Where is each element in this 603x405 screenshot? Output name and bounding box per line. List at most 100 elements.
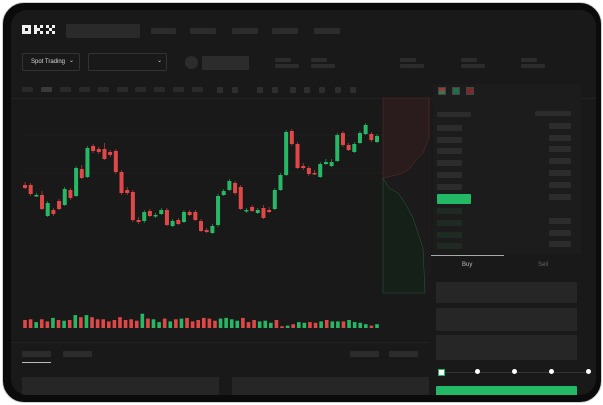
slider-stop[interactable] bbox=[512, 369, 517, 374]
candle bbox=[74, 168, 79, 196]
volume-bar bbox=[39, 319, 44, 328]
interval-button[interactable] bbox=[173, 87, 184, 92]
drawing-tool-icon[interactable] bbox=[350, 87, 356, 93]
interval-button[interactable] bbox=[117, 87, 128, 92]
tab-order-history[interactable] bbox=[63, 351, 92, 357]
amount-slider[interactable] bbox=[438, 369, 591, 377]
buy-button[interactable] bbox=[436, 386, 577, 395]
slider-stop[interactable] bbox=[549, 369, 554, 374]
stat-label bbox=[275, 58, 291, 62]
nav-item[interactable] bbox=[272, 28, 298, 34]
volume-bar bbox=[364, 324, 368, 328]
search-bar[interactable] bbox=[66, 24, 140, 38]
book-row-price[interactable] bbox=[437, 184, 462, 190]
book-row-price[interactable] bbox=[437, 160, 462, 166]
amount-input[interactable] bbox=[436, 308, 577, 331]
book-row-price[interactable] bbox=[437, 243, 462, 249]
total-input[interactable] bbox=[436, 335, 577, 360]
drawing-tool-icon[interactable] bbox=[290, 87, 296, 93]
volume-bar bbox=[257, 321, 262, 328]
volume-bar bbox=[319, 321, 323, 328]
interval-button[interactable] bbox=[79, 87, 90, 92]
drawing-tool-icon[interactable] bbox=[319, 87, 325, 93]
tab-open-orders[interactable] bbox=[22, 351, 51, 357]
interval-button[interactable] bbox=[192, 87, 203, 92]
price-input[interactable] bbox=[436, 282, 577, 303]
interval-button[interactable] bbox=[60, 87, 71, 92]
book-row-amount bbox=[549, 218, 571, 224]
book-row-amount bbox=[549, 158, 571, 164]
book-row-price[interactable] bbox=[437, 232, 462, 238]
drawing-tool-icon[interactable] bbox=[232, 87, 238, 93]
nav-item[interactable] bbox=[232, 28, 258, 34]
book-view-asks-icon[interactable] bbox=[466, 87, 474, 95]
volume-bar bbox=[235, 320, 240, 328]
candle bbox=[79, 169, 84, 178]
drawing-tool-icon[interactable] bbox=[217, 87, 223, 93]
volume-bar bbox=[341, 321, 346, 328]
candle bbox=[147, 211, 152, 216]
volume-bar bbox=[168, 321, 173, 328]
volume-bar bbox=[157, 322, 161, 328]
book-row-amount bbox=[549, 230, 571, 236]
volume-bar bbox=[140, 313, 145, 328]
candle bbox=[346, 145, 351, 150]
interval-button[interactable] bbox=[98, 87, 109, 92]
okx-logo-mark bbox=[22, 25, 55, 34]
slider-stop[interactable] bbox=[438, 369, 445, 376]
book-row-price[interactable] bbox=[437, 125, 462, 131]
candle bbox=[375, 136, 379, 142]
volume-bar bbox=[45, 321, 50, 328]
last-price-badge bbox=[437, 194, 471, 204]
candlestick-chart[interactable] bbox=[11, 10, 596, 395]
trading-screen: Spot Trading ⌄ ⌄ Buy Sell bbox=[11, 10, 596, 395]
market-selector[interactable]: Spot Trading ⌄ bbox=[22, 53, 80, 71]
interval-button[interactable] bbox=[22, 87, 33, 92]
drawing-tool-icon[interactable] bbox=[257, 87, 263, 93]
active-tab-underline bbox=[22, 362, 51, 363]
pair-dropdown[interactable]: ⌄ bbox=[88, 53, 167, 71]
book-row-price[interactable] bbox=[437, 148, 462, 154]
drawing-tool-icon[interactable] bbox=[335, 87, 341, 93]
interval-button[interactable] bbox=[135, 87, 146, 92]
chevron-down-icon: ⌄ bbox=[157, 58, 163, 64]
filter-button[interactable] bbox=[389, 351, 418, 357]
book-view-both-icon[interactable] bbox=[438, 87, 446, 95]
volume-bar bbox=[252, 320, 256, 328]
drawing-tool-icon[interactable] bbox=[272, 87, 278, 93]
volume-bar bbox=[207, 318, 212, 328]
volume-bar bbox=[174, 319, 178, 328]
candle bbox=[91, 146, 96, 151]
candle bbox=[329, 162, 334, 166]
slider-stop[interactable] bbox=[586, 369, 591, 374]
filter-button[interactable] bbox=[350, 351, 379, 357]
okx-logo[interactable] bbox=[22, 23, 60, 35]
volume-bar bbox=[285, 325, 290, 328]
book-view-bids-icon[interactable] bbox=[452, 87, 460, 95]
candle bbox=[199, 221, 203, 231]
book-row-price[interactable] bbox=[437, 220, 462, 226]
candle bbox=[267, 210, 272, 212]
candle bbox=[204, 230, 209, 232]
volume-bar bbox=[302, 322, 307, 328]
interval-button[interactable] bbox=[41, 87, 52, 92]
book-row-price[interactable] bbox=[437, 208, 462, 214]
volume-bar bbox=[358, 322, 363, 328]
candle bbox=[57, 201, 62, 209]
candle bbox=[102, 149, 107, 159]
stat-label bbox=[400, 58, 416, 62]
book-row-amount bbox=[549, 146, 571, 152]
drawing-tool-icon[interactable] bbox=[304, 87, 310, 93]
slider-stop[interactable] bbox=[475, 369, 480, 374]
nav-item[interactable] bbox=[190, 28, 216, 34]
tab-sell[interactable]: Sell bbox=[538, 262, 549, 268]
nav-item[interactable] bbox=[151, 28, 176, 34]
book-row-price[interactable] bbox=[437, 172, 462, 178]
book-row-price[interactable] bbox=[437, 137, 462, 143]
interval-button[interactable] bbox=[154, 87, 165, 92]
tab-buy[interactable]: Buy bbox=[462, 262, 473, 268]
book-row-amount bbox=[549, 241, 571, 247]
nav-item[interactable] bbox=[314, 28, 340, 34]
stat-value bbox=[461, 64, 485, 68]
book-row-amount bbox=[549, 170, 571, 176]
